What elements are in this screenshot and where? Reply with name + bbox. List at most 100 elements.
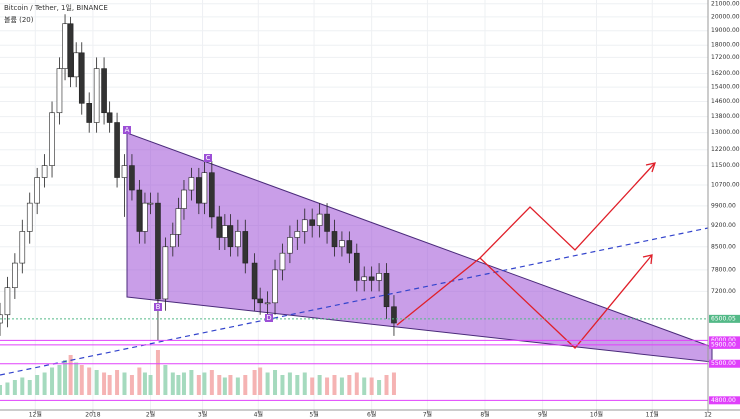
x-tick-label: 2018 bbox=[85, 412, 100, 419]
candle-body bbox=[62, 23, 68, 69]
volume-bar bbox=[155, 350, 160, 395]
y-tick-label: 16200.00 bbox=[711, 70, 740, 77]
candle-body bbox=[78, 52, 85, 104]
volume-bar bbox=[325, 377, 330, 395]
volume-bar bbox=[287, 372, 292, 395]
volume-bar bbox=[87, 367, 92, 395]
candle-body bbox=[346, 240, 353, 254]
price-label: 6000.00 bbox=[711, 337, 736, 344]
volume-bar bbox=[347, 375, 352, 395]
candle-body bbox=[181, 189, 187, 209]
candle-body bbox=[209, 172, 215, 218]
volume-legend: 볼륨 (20) bbox=[4, 15, 34, 24]
volume-bar bbox=[137, 367, 142, 395]
volume-bar bbox=[181, 372, 186, 395]
candle-body bbox=[368, 276, 375, 281]
volume-bar bbox=[273, 370, 278, 395]
volume-bar bbox=[258, 367, 263, 395]
candles bbox=[0, 14, 397, 341]
candle-body bbox=[391, 306, 397, 324]
candle-body bbox=[339, 240, 345, 248]
volume-bar bbox=[332, 375, 337, 395]
candle-body bbox=[41, 165, 48, 178]
y-tick-label: 17200.00 bbox=[711, 54, 740, 61]
candle-body bbox=[162, 246, 169, 300]
volume-bar bbox=[209, 370, 214, 395]
candle-body bbox=[216, 216, 223, 238]
candle-body bbox=[12, 262, 18, 288]
volume-bar bbox=[102, 372, 107, 395]
candle-body bbox=[316, 213, 323, 226]
point-label: B bbox=[156, 303, 161, 311]
volume-bar bbox=[107, 375, 112, 395]
volume-bar bbox=[20, 377, 25, 395]
price-label: 5900.00 bbox=[711, 341, 736, 348]
x-tick-label: 12 bbox=[704, 412, 712, 419]
volume-bar bbox=[228, 375, 233, 395]
price-label: 5500.00 bbox=[711, 360, 736, 367]
candle-body bbox=[19, 231, 26, 264]
volume-bar bbox=[189, 370, 194, 395]
trend-line bbox=[0, 227, 709, 376]
candle-body bbox=[331, 231, 338, 248]
volume-bar bbox=[384, 375, 389, 395]
point-label: C bbox=[206, 154, 211, 162]
x-tick-label: 8월 bbox=[480, 411, 489, 419]
point-marker bbox=[154, 303, 162, 311]
y-tick-label: 18000.00 bbox=[711, 42, 740, 49]
volume-bar bbox=[377, 380, 382, 395]
price-label: 4800.00 bbox=[711, 397, 736, 404]
volume-panel bbox=[0, 350, 396, 395]
point-marker bbox=[123, 126, 131, 134]
candle-body bbox=[142, 202, 148, 232]
volume-bar bbox=[310, 377, 315, 395]
volume-bar bbox=[63, 360, 68, 395]
y-tick-label: 13800.00 bbox=[711, 113, 740, 120]
candle-body bbox=[294, 231, 301, 238]
volume-bar bbox=[235, 377, 240, 395]
volume-bar bbox=[74, 362, 79, 395]
volume-bar bbox=[35, 375, 40, 395]
volume-bar bbox=[5, 382, 10, 395]
y-tick-label: 7800.00 bbox=[711, 266, 736, 273]
y-tick-label: 7200.00 bbox=[711, 288, 736, 295]
candle-body bbox=[106, 112, 113, 123]
x-tick-label: 5월 bbox=[309, 411, 318, 419]
y-tick-label: 20000.00 bbox=[711, 13, 740, 20]
candle-body bbox=[353, 252, 360, 281]
volume-bar bbox=[265, 372, 270, 395]
x-tick-label: 10월 bbox=[590, 411, 603, 419]
volume-bar bbox=[170, 372, 175, 395]
price-label-box bbox=[709, 314, 740, 323]
y-tick-label: 10700.00 bbox=[711, 181, 740, 188]
axis-labels: 21000.00 20000.00 19000.00 18000.00 17200.00… bbox=[29, 0, 740, 418]
y-tick-label: 21000.00 bbox=[711, 0, 740, 7]
candle-body bbox=[129, 165, 135, 191]
y-tick-label: 9200.00 bbox=[711, 222, 736, 229]
candle-body bbox=[93, 68, 100, 123]
candle-body bbox=[155, 202, 161, 300]
y-tick-label: 12200.00 bbox=[711, 146, 740, 153]
price-label: 6500.05 bbox=[711, 315, 736, 322]
volume-bar bbox=[148, 375, 153, 395]
candle-body bbox=[272, 269, 278, 304]
candle-body bbox=[196, 177, 202, 204]
volume-bar bbox=[68, 355, 73, 395]
y-tick-label: 15400.00 bbox=[711, 84, 740, 91]
volume-bar bbox=[0, 385, 2, 395]
candle-body bbox=[86, 103, 92, 123]
candle-body bbox=[383, 273, 390, 308]
volume-bar bbox=[129, 375, 134, 395]
volume-bar bbox=[142, 372, 147, 395]
candle-body bbox=[301, 219, 308, 232]
volume-bar bbox=[42, 372, 47, 395]
x-tick-label: 7월 bbox=[423, 411, 432, 419]
candle-body bbox=[147, 202, 154, 205]
x-tick-label: 2월 bbox=[146, 411, 155, 419]
x-tick-label: 11월 bbox=[646, 411, 659, 419]
volume-bar bbox=[12, 380, 17, 395]
candle-body bbox=[361, 276, 368, 281]
candle-body bbox=[101, 68, 107, 114]
price-label-box bbox=[709, 336, 740, 345]
